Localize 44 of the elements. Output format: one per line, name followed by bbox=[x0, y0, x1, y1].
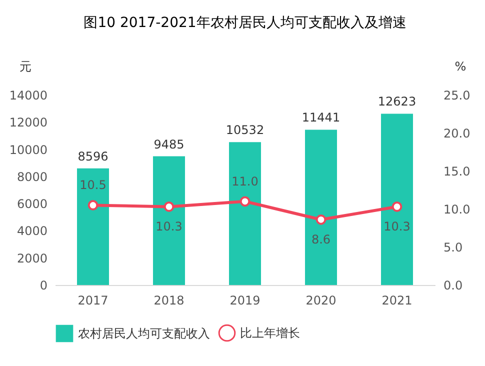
data-label: 12623 bbox=[378, 94, 416, 109]
y-tick-label: 6000 bbox=[16, 197, 48, 212]
y2-tick-label: 10.0 bbox=[444, 202, 470, 216]
x-tick-label: 2019 bbox=[230, 294, 260, 308]
x-tick-label: 2018 bbox=[154, 294, 184, 308]
x-tick-label: 2020 bbox=[306, 294, 336, 308]
point bbox=[240, 196, 250, 207]
data-label: 9485 bbox=[154, 137, 184, 152]
y2-tick-label: 5.0 bbox=[444, 240, 463, 254]
y-axis-title: 元 bbox=[20, 60, 32, 74]
bar bbox=[153, 156, 185, 285]
bar bbox=[305, 130, 337, 285]
legend-label: 比上年增长 bbox=[240, 326, 300, 340]
data-label: 10.5 bbox=[80, 178, 106, 192]
y2-tick-label: 0.0 bbox=[444, 278, 463, 292]
y-tick-label: 10000 bbox=[9, 142, 48, 157]
data-label: 10.3 bbox=[156, 220, 182, 234]
x-tick-label: 2017 bbox=[78, 294, 108, 308]
point bbox=[392, 202, 402, 212]
data-label: 11.0 bbox=[232, 174, 258, 188]
legend-label: 农村居民人均可支配收入 bbox=[78, 326, 210, 340]
y2-tick-label: 15.0 bbox=[444, 164, 470, 178]
y-tick-label: 14000 bbox=[9, 88, 48, 102]
bar bbox=[77, 168, 109, 285]
point bbox=[316, 214, 326, 225]
data-label: 8596 bbox=[78, 149, 108, 164]
bar bbox=[229, 142, 261, 285]
chart-title: 图10 2017-2021年农村居民人均可支配收入及增速 bbox=[84, 15, 406, 31]
data-label: 10532 bbox=[226, 123, 264, 138]
y2-axis-title: % bbox=[454, 60, 466, 74]
data-label: 11441 bbox=[302, 110, 340, 125]
data-label: 8.6 bbox=[311, 232, 331, 247]
y2-tick-label: 20.0 bbox=[444, 126, 470, 140]
point bbox=[164, 202, 174, 212]
y-tick-label: 4000 bbox=[16, 224, 48, 238]
y-tick-label: 2000 bbox=[16, 251, 48, 266]
y-tick-label: 0 bbox=[40, 278, 48, 292]
data-label: 10.3 bbox=[384, 220, 410, 234]
y-tick-label: 12000 bbox=[9, 116, 48, 130]
y-tick-label: 8000 bbox=[16, 170, 48, 184]
y2-tick-label: 25.0 bbox=[444, 88, 470, 102]
point bbox=[88, 200, 98, 210]
x-tick-label: 2021 bbox=[382, 294, 412, 308]
bar bbox=[381, 114, 413, 285]
